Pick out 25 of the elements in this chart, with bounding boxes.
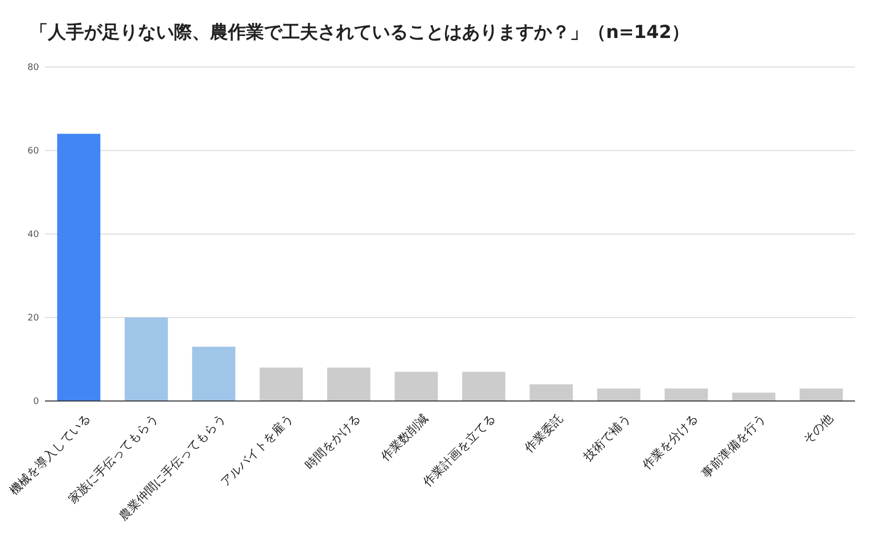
bar — [732, 392, 776, 401]
bar — [192, 346, 236, 401]
x-tick-label: 技術で補う — [580, 411, 634, 464]
bar — [124, 318, 168, 401]
bar — [530, 384, 573, 401]
y-tick-label: 80 — [28, 63, 40, 73]
bar — [597, 388, 640, 401]
chart-title: 「人手が足りない際、農作業で工夫されていることはありますか？」（n=142） — [30, 22, 690, 43]
y-tick-label: 0 — [33, 397, 40, 407]
y-tick-label: 60 — [28, 146, 40, 156]
y-tick-label: 40 — [28, 230, 40, 240]
y-tick-label: 20 — [28, 314, 40, 324]
x-tick-label: 作業数削減 — [378, 411, 431, 464]
x-tick-label: 時間をかける — [302, 411, 364, 472]
bar — [57, 134, 100, 401]
bar — [394, 372, 438, 401]
x-tick-label: 作業委託 — [521, 411, 566, 456]
bar — [800, 388, 843, 401]
x-tick-label: 事前準備を行う — [698, 411, 768, 481]
bar — [260, 368, 303, 401]
bar — [327, 368, 370, 401]
x-tick-label: 作業を分ける — [639, 411, 701, 473]
bar — [664, 388, 708, 401]
bar — [462, 372, 506, 401]
x-tick-label: その他 — [800, 411, 836, 447]
